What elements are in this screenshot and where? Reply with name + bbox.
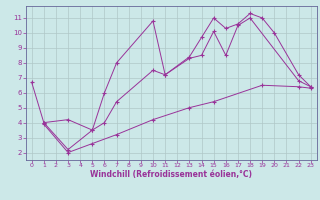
X-axis label: Windchill (Refroidissement éolien,°C): Windchill (Refroidissement éolien,°C) bbox=[90, 170, 252, 179]
